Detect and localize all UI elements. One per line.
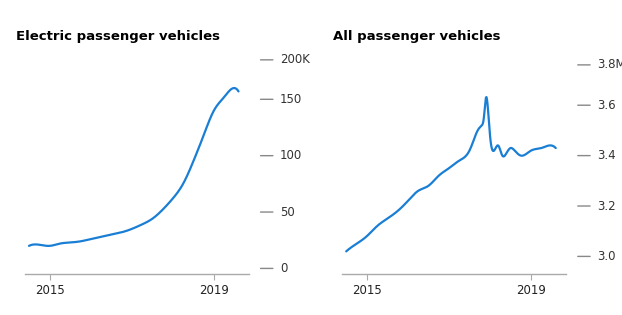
- Text: 3.6: 3.6: [597, 99, 616, 112]
- Text: 150: 150: [280, 93, 302, 106]
- Text: 100: 100: [280, 149, 302, 162]
- Text: All passenger vehicles: All passenger vehicles: [333, 30, 501, 43]
- Text: Electric passenger vehicles: Electric passenger vehicles: [16, 30, 220, 43]
- Text: 0: 0: [280, 262, 287, 275]
- Text: 200K: 200K: [280, 53, 310, 66]
- Text: 3.2: 3.2: [597, 199, 616, 213]
- Text: 3.0: 3.0: [597, 250, 616, 263]
- Text: 3.8M: 3.8M: [597, 58, 622, 72]
- Text: 3.4: 3.4: [597, 149, 616, 162]
- Text: 50: 50: [280, 206, 295, 219]
